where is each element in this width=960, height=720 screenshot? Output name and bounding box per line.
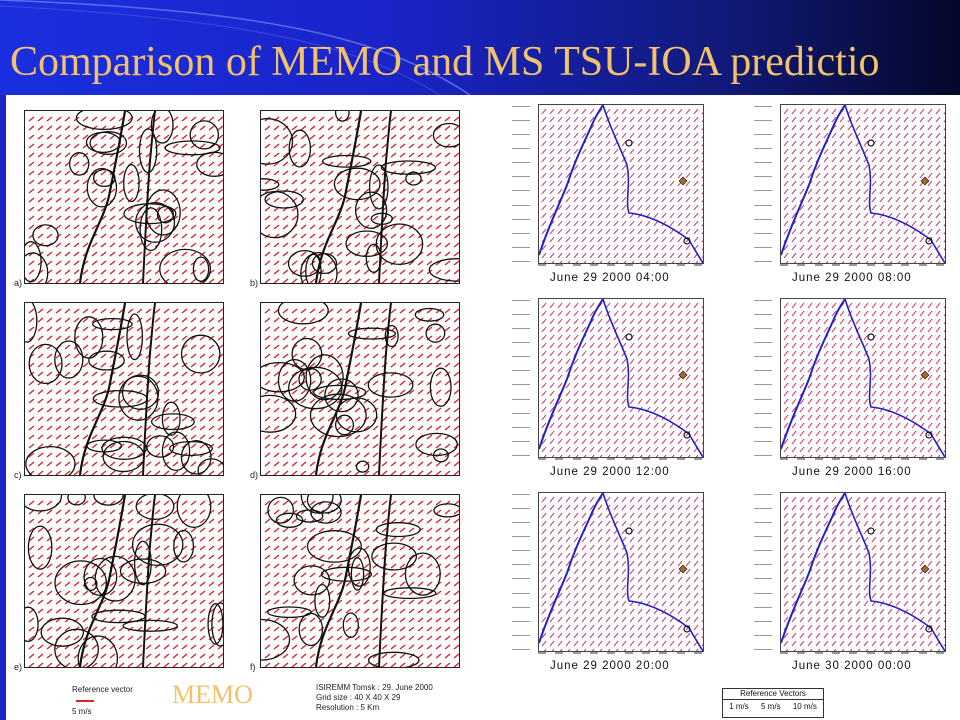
panel-label: d): [250, 470, 259, 480]
info-line-3: Resolution : 5 Km: [316, 703, 380, 712]
y-axis-ticks: [512, 106, 536, 262]
tsu-panel-caption: June 29 2000 04:00: [550, 272, 670, 284]
tsu-map: [780, 298, 946, 458]
y-axis-ticks: [754, 494, 778, 650]
info-line-2: Grid size : 40 X 40 X 29: [316, 693, 401, 702]
memo-map: [260, 302, 460, 476]
slide-title: Comparison of MEMO and MS TSU-IOA predic…: [10, 39, 880, 85]
contour-vector-plot: [261, 303, 459, 475]
contour-vector-plot: [261, 111, 459, 283]
info-line-1: ISIREMM Tomsk : 29. June 2000: [316, 683, 433, 692]
memo-map: [260, 110, 460, 284]
tsu-panel: June 29 2000 16:00: [752, 294, 960, 489]
memo-panel: c): [14, 300, 226, 480]
tsu-panel-caption: June 29 2000 20:00: [550, 660, 670, 672]
memo-map: [260, 494, 460, 668]
tsu-map: [538, 298, 704, 458]
memo-map: [24, 302, 224, 476]
reference-5ms: 5 m/s: [760, 702, 781, 711]
reference-1ms: 1 m/s: [729, 702, 749, 711]
banner-swoosh: [0, 0, 471, 95]
tsu-panel: June 29 2000 04:00: [510, 100, 720, 295]
title-banner: Comparison of MEMO and MS TSU-IOA predic…: [0, 0, 960, 95]
memo-panel: a): [14, 108, 226, 288]
left-stripe: [0, 95, 6, 720]
tsu-map: [780, 104, 946, 264]
memo-info: ISIREMM Tomsk : 29. June 2000 Grid size …: [316, 683, 433, 713]
memo-map: [24, 110, 224, 284]
tsu-panel: June 30 2000 00:00: [752, 488, 960, 683]
panel-label: b): [250, 278, 259, 288]
x-axis-ticks: [538, 652, 702, 656]
tsu-panel-caption: June 29 2000 12:00: [550, 466, 670, 478]
tsu-map: [538, 104, 704, 264]
x-axis-ticks: [780, 652, 944, 656]
memo-map: [24, 494, 224, 668]
reference-10ms: 10 m/s: [792, 702, 817, 711]
x-axis-ticks: [780, 458, 944, 462]
memo-panel: e): [14, 492, 226, 672]
vector-field-plot: [781, 105, 945, 263]
panel-label: c): [14, 470, 22, 480]
memo-reference-vector: Reference vector 5 m/s: [72, 684, 133, 717]
y-axis-ticks: [754, 300, 778, 456]
tsu-panel: June 29 2000 12:00: [510, 294, 720, 489]
tsu-panel: June 29 2000 20:00: [510, 488, 720, 683]
memo-panel: f): [250, 492, 462, 672]
tsu-map: [538, 492, 704, 652]
y-axis-ticks: [512, 300, 536, 456]
panel-label: a): [14, 278, 23, 288]
panel-label: e): [14, 662, 23, 672]
tsu-panel-caption: June 29 2000 08:00: [792, 272, 912, 284]
contour-vector-plot: [25, 303, 223, 475]
vector-field-plot: [539, 493, 703, 651]
panel-label: f): [250, 662, 256, 672]
x-axis-ticks: [538, 264, 702, 268]
y-axis-ticks: [754, 106, 778, 262]
reference-arrow-icon: [76, 699, 94, 702]
contour-vector-plot: [25, 495, 223, 667]
memo-panel: b): [250, 108, 462, 288]
vector-field-plot: [781, 493, 945, 651]
reference-vectors-title: Reference Vectors: [723, 689, 823, 700]
x-axis-ticks: [780, 264, 944, 268]
tsu-map: [780, 492, 946, 652]
vector-field-plot: [781, 299, 945, 457]
memo-caption: MEMO: [172, 680, 253, 709]
contour-vector-plot: [261, 495, 459, 667]
y-axis-ticks: [512, 494, 536, 650]
vector-field-plot: [539, 105, 703, 263]
reference-vector-label: Reference vector: [72, 685, 133, 694]
tsu-panel-caption: June 29 2000 16:00: [792, 466, 912, 478]
x-axis-ticks: [538, 458, 702, 462]
memo-panel: d): [250, 300, 462, 480]
vector-field-plot: [539, 299, 703, 457]
tsu-panel-caption: June 30 2000 00:00: [792, 660, 912, 672]
contour-vector-plot: [25, 111, 223, 283]
reference-vector-value: 5 m/s: [72, 707, 92, 716]
tsu-panel: June 29 2000 08:00: [752, 100, 960, 295]
tsu-reference-vectors: Reference Vectors 1 m/s 5 m/s 10 m/s: [722, 688, 824, 718]
